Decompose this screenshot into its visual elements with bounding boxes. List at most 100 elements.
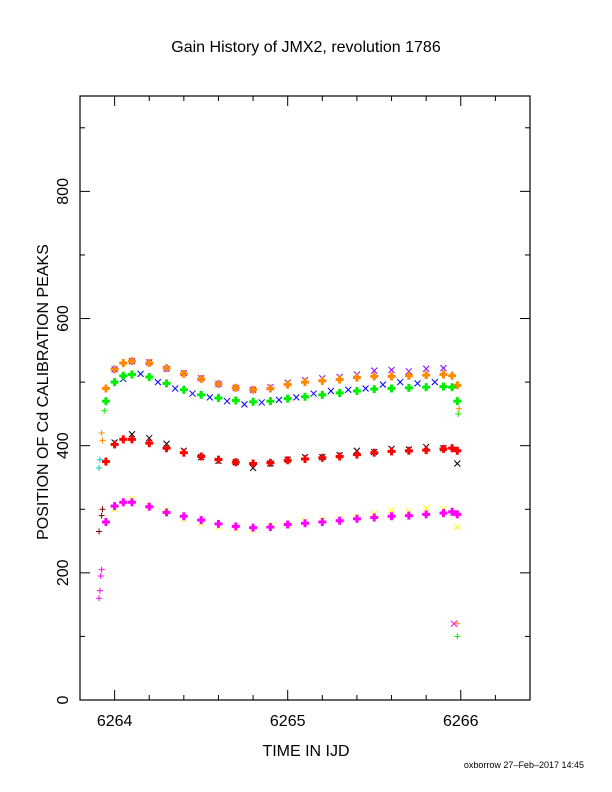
plot-area-border — [79, 95, 531, 701]
data-point — [283, 380, 292, 389]
data-point — [110, 365, 119, 374]
data-point — [387, 372, 396, 381]
data-point — [99, 506, 106, 513]
data-point — [231, 458, 240, 467]
data-point — [362, 385, 369, 392]
data-point — [137, 370, 144, 378]
data-point — [214, 455, 223, 464]
data-point — [119, 435, 128, 444]
data-point — [162, 508, 171, 517]
data-point — [292, 394, 300, 401]
data-point — [110, 440, 119, 449]
data-point — [179, 385, 188, 394]
data-point — [98, 566, 105, 573]
data-point — [370, 513, 379, 522]
data-point — [301, 392, 309, 401]
data-point — [352, 514, 361, 523]
data-point — [352, 373, 361, 382]
data-point — [327, 387, 335, 395]
data-point — [145, 502, 154, 511]
data-point — [388, 366, 395, 374]
y-tick-label: 600 — [55, 305, 72, 332]
data-point — [101, 457, 110, 466]
data-point — [310, 390, 318, 397]
data-point — [422, 371, 431, 380]
data-point — [388, 507, 395, 514]
data-point — [335, 516, 344, 525]
plot-frame — [79, 95, 531, 701]
data-point — [266, 384, 275, 393]
y-tick-label: 400 — [55, 432, 72, 459]
x-tick-label: 6266 — [443, 713, 479, 730]
data-point — [404, 446, 413, 455]
data-point — [96, 587, 103, 594]
data-point — [440, 364, 447, 372]
data-point — [379, 381, 387, 389]
data-point — [110, 502, 119, 511]
data-point — [197, 452, 206, 461]
data-point — [370, 372, 379, 381]
data-point — [223, 397, 231, 405]
data-point — [283, 456, 292, 465]
data-point — [101, 407, 108, 414]
data-point — [404, 371, 413, 380]
data-point — [422, 365, 430, 373]
data-point — [96, 456, 103, 463]
data-point — [101, 384, 110, 393]
data-point — [405, 367, 413, 375]
data-point — [301, 378, 309, 387]
data-point — [241, 401, 248, 408]
y-tick-label: 200 — [55, 559, 72, 586]
data-point — [454, 620, 461, 627]
data-point — [318, 453, 327, 462]
data-point — [301, 519, 309, 528]
data-point — [453, 460, 461, 467]
data-point — [154, 378, 162, 386]
data-point — [301, 455, 309, 464]
data-point — [258, 399, 266, 406]
data-point — [318, 390, 327, 399]
data-point — [231, 383, 240, 392]
data-point — [275, 396, 283, 404]
data-point — [387, 512, 396, 521]
data-point — [455, 410, 462, 417]
data-point — [396, 378, 404, 386]
data-point — [439, 509, 448, 518]
data-point — [249, 523, 258, 532]
data-point — [266, 458, 275, 467]
data-point — [249, 464, 257, 472]
data-point — [231, 396, 240, 405]
data-point — [448, 383, 457, 392]
data-point — [283, 394, 292, 403]
data-point — [448, 507, 457, 516]
data-point — [266, 523, 275, 532]
data-point — [454, 633, 461, 640]
x-axis-label: TIME IN IJD — [262, 743, 349, 760]
data-point — [127, 435, 136, 444]
data-point — [214, 380, 223, 389]
footer-credit: oxborrow 27–Feb–2017 14:45 — [464, 760, 584, 770]
data-point — [127, 357, 136, 366]
data-point — [163, 440, 170, 448]
y-axis-label: POSITION OF Cd CALIBRATION PEAKS — [35, 244, 52, 540]
data-point — [179, 369, 188, 378]
data-point — [171, 385, 179, 392]
data-point — [249, 397, 258, 406]
data-point — [145, 439, 154, 448]
data-point — [453, 397, 462, 406]
data-point — [249, 385, 258, 394]
data-point — [98, 429, 105, 436]
data-point — [145, 434, 153, 442]
data-point — [453, 446, 462, 455]
data-point — [97, 573, 104, 580]
y-axis-ticks: 0 200 400 600 800 — [55, 127, 530, 704]
data-point — [96, 528, 103, 535]
data-point — [96, 595, 103, 602]
data-point — [453, 510, 462, 519]
data-points — [96, 357, 463, 640]
data-point — [370, 367, 378, 375]
data-point — [335, 388, 344, 397]
y-tick-label: 800 — [55, 178, 72, 205]
data-point — [99, 437, 106, 444]
